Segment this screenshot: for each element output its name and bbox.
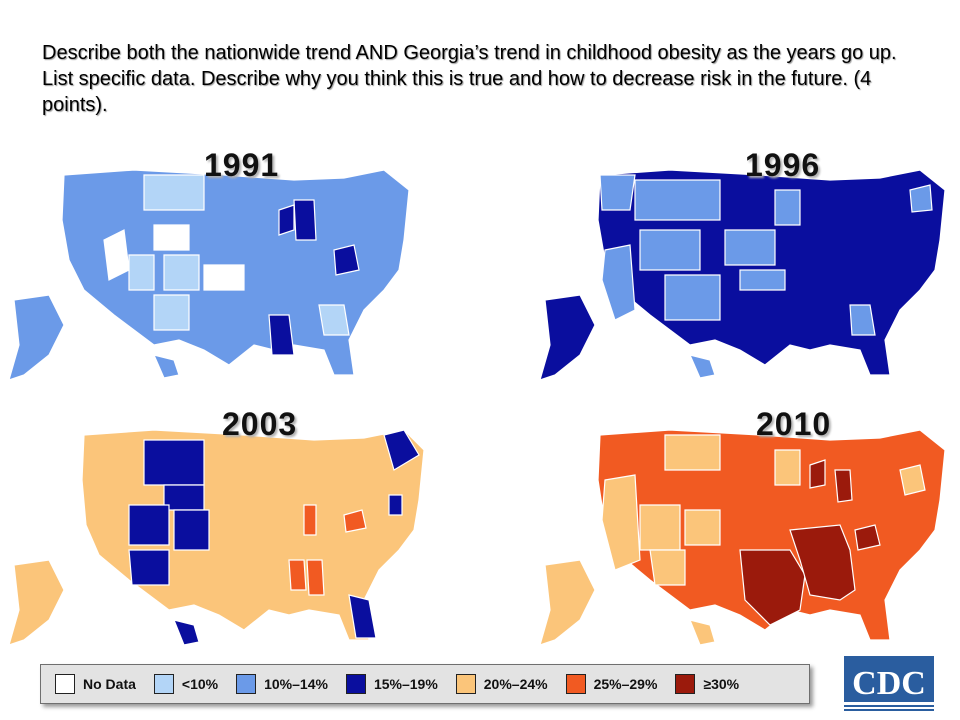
map-1996: 1996 xyxy=(520,147,950,390)
map-year-label: 2003 xyxy=(222,406,298,442)
question-prompt: Describe both the nationwide trend AND G… xyxy=(42,42,897,116)
cdc-logo-text: CDC xyxy=(852,665,926,702)
legend-label: 15%–19% xyxy=(373,676,438,692)
legend-swatch xyxy=(153,674,174,694)
legend-swatch xyxy=(345,674,366,694)
legend-item: No Data xyxy=(55,674,136,694)
legend-swatch xyxy=(236,674,257,694)
map-year-label: 1991 xyxy=(204,147,280,183)
map-1991: 1991 xyxy=(4,147,424,390)
legend-swatch xyxy=(55,674,75,694)
legend-label: <10% xyxy=(181,676,219,692)
map-2010: 2010 xyxy=(520,406,950,655)
us-map-1996 xyxy=(539,169,946,381)
legend-item: 10%–14% xyxy=(236,674,328,694)
legend-swatch xyxy=(675,674,696,694)
legend-label: ≥30% xyxy=(703,676,740,692)
map-year-label: 1996 xyxy=(745,147,821,183)
us-map-2003 xyxy=(8,429,424,646)
legend-swatch xyxy=(455,674,476,694)
legend-label: 20%–24% xyxy=(483,676,548,692)
map-2003: 2003 xyxy=(4,406,424,655)
legend-item: 15%–19% xyxy=(345,674,438,694)
legend-item: <10% xyxy=(153,674,219,694)
us-map-1991 xyxy=(8,169,410,381)
map-legend: No Data <10% 10%–14% 15%–19% 20%–24% 25%… xyxy=(40,664,810,704)
legend-label: 25%–29% xyxy=(593,676,658,692)
legend-item: 20%–24% xyxy=(455,674,548,694)
legend-item: ≥30% xyxy=(675,674,739,694)
legend-item: 25%–29% xyxy=(565,674,658,694)
cdc-logo: CDC xyxy=(838,652,940,714)
legend-swatch xyxy=(565,674,586,694)
legend-label: 10%–14% xyxy=(264,676,328,692)
map-year-label: 2010 xyxy=(756,406,832,442)
us-map-2010 xyxy=(539,429,946,646)
legend-label: No Data xyxy=(83,676,136,692)
